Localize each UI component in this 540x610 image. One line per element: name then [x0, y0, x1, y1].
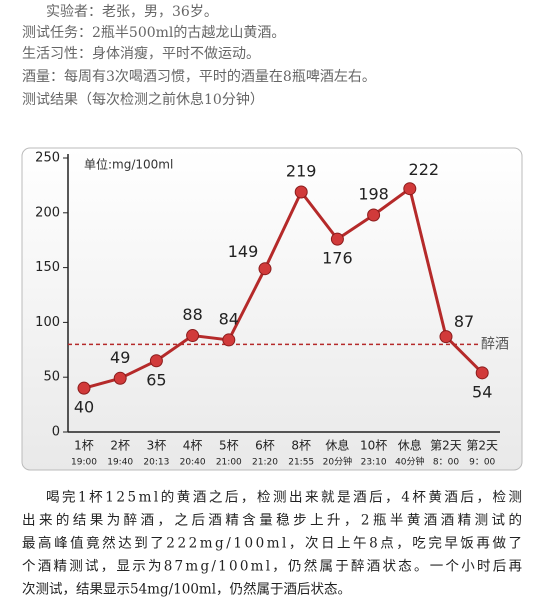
- header-line: 测试结果（每次检测之前休息10分钟）: [22, 91, 264, 108]
- data-point: [367, 208, 381, 222]
- data-line: [83, 186, 484, 390]
- x-tick-label: 休息: [325, 438, 349, 453]
- data-point: [294, 185, 308, 199]
- x-tick-label: 休息: [398, 438, 422, 453]
- value-label: 222: [409, 160, 440, 179]
- value-label: 54: [472, 382, 492, 401]
- x-tick-label: 10杯: [360, 439, 387, 453]
- data-point: [439, 330, 453, 344]
- paragraph-line: 出来的结果为醉酒，之后酒精含量稳步上升，2瓶半黄酒酒精测试的: [22, 513, 522, 529]
- data-point: [77, 381, 91, 395]
- x-tick-label: 第2天: [466, 439, 498, 453]
- y-tick-label: 250: [35, 151, 60, 166]
- threshold-label: 醉酒: [481, 336, 509, 352]
- x-tick-label: 第2天: [430, 439, 462, 453]
- value-label: 219: [286, 161, 317, 180]
- value-label: 198: [358, 184, 389, 203]
- y-tick-label: 0: [52, 425, 60, 440]
- value-label: 84: [219, 309, 239, 328]
- value-label: 88: [182, 305, 202, 324]
- paragraph-line: 最高峰值竟然达到了222mg/100ml，次日上午8点，吃完早饭再做了: [22, 535, 522, 552]
- x-tick-time: 9：00: [469, 458, 495, 468]
- x-tick-time: 19:00: [71, 458, 97, 468]
- y-tick-label: 100: [35, 315, 60, 330]
- x-tick-time: 8：00: [433, 458, 459, 468]
- header-line: 生活习性：身体消瘦，平时不做运动。: [22, 45, 260, 62]
- data-point: [330, 232, 344, 246]
- data-point: [258, 262, 272, 276]
- unit-label: 单位:mg/100ml: [84, 157, 173, 172]
- x-tick-time: 20:13: [143, 458, 169, 468]
- x-tick-label: 8杯: [291, 439, 311, 453]
- header-line: 实验者：老张，男，36岁。: [46, 4, 218, 20]
- value-label: 40: [74, 398, 94, 417]
- value-label: 65: [146, 370, 166, 389]
- x-tick-time: 19:40: [107, 458, 133, 468]
- x-tick-label: 3杯: [147, 439, 167, 453]
- data-point: [475, 366, 489, 380]
- x-tick-time: 40分钟: [395, 456, 424, 468]
- y-tick-label: 50: [43, 370, 60, 385]
- y-tick-label: 150: [35, 260, 60, 275]
- data-point: [149, 354, 163, 368]
- x-tick-time: 21:00: [216, 458, 242, 468]
- data-point: [403, 182, 417, 196]
- data-point: [222, 333, 236, 347]
- header-line: 酒量：每周有3次喝酒习惯，平时的酒量在8瓶啤酒左右。: [22, 68, 376, 85]
- x-tick-label: 6杯: [255, 439, 275, 453]
- x-tick-time: 23:10: [361, 458, 387, 468]
- paragraph-line: 个酒精测试，显示为87mg/100ml，仍然属于醉酒状态。一个小时后再: [22, 558, 522, 575]
- chart-frame: [21, 147, 523, 471]
- x-tick-time: 21:20: [252, 458, 278, 468]
- value-label: 87: [454, 312, 474, 331]
- x-tick-time: 20分钟: [323, 456, 352, 468]
- paragraph-line: 喝完1杯125ml的黄酒之后，检测出来就是酒后，4杯黄酒后，检测: [46, 490, 522, 506]
- value-label: 176: [322, 249, 353, 268]
- value-label: 149: [228, 242, 259, 261]
- data-point: [113, 371, 127, 385]
- value-label: 49: [110, 348, 130, 367]
- x-tick-time: 20:40: [180, 458, 206, 468]
- x-tick-label: 4杯: [183, 439, 203, 453]
- data-point: [186, 329, 200, 343]
- y-tick-label: 200: [35, 205, 60, 220]
- x-tick-label: 5杯: [219, 439, 239, 453]
- x-tick-time: 21:55: [288, 458, 314, 468]
- x-tick-label: 1杯: [74, 439, 94, 453]
- paragraph-line: 次测试，结果显示54mg/100ml，仍然属于酒后状态。: [22, 581, 351, 598]
- x-tick-label: 2杯: [110, 439, 130, 453]
- header-line: 测试任务：2瓶半500ml的古越龙山黄酒。: [22, 24, 285, 41]
